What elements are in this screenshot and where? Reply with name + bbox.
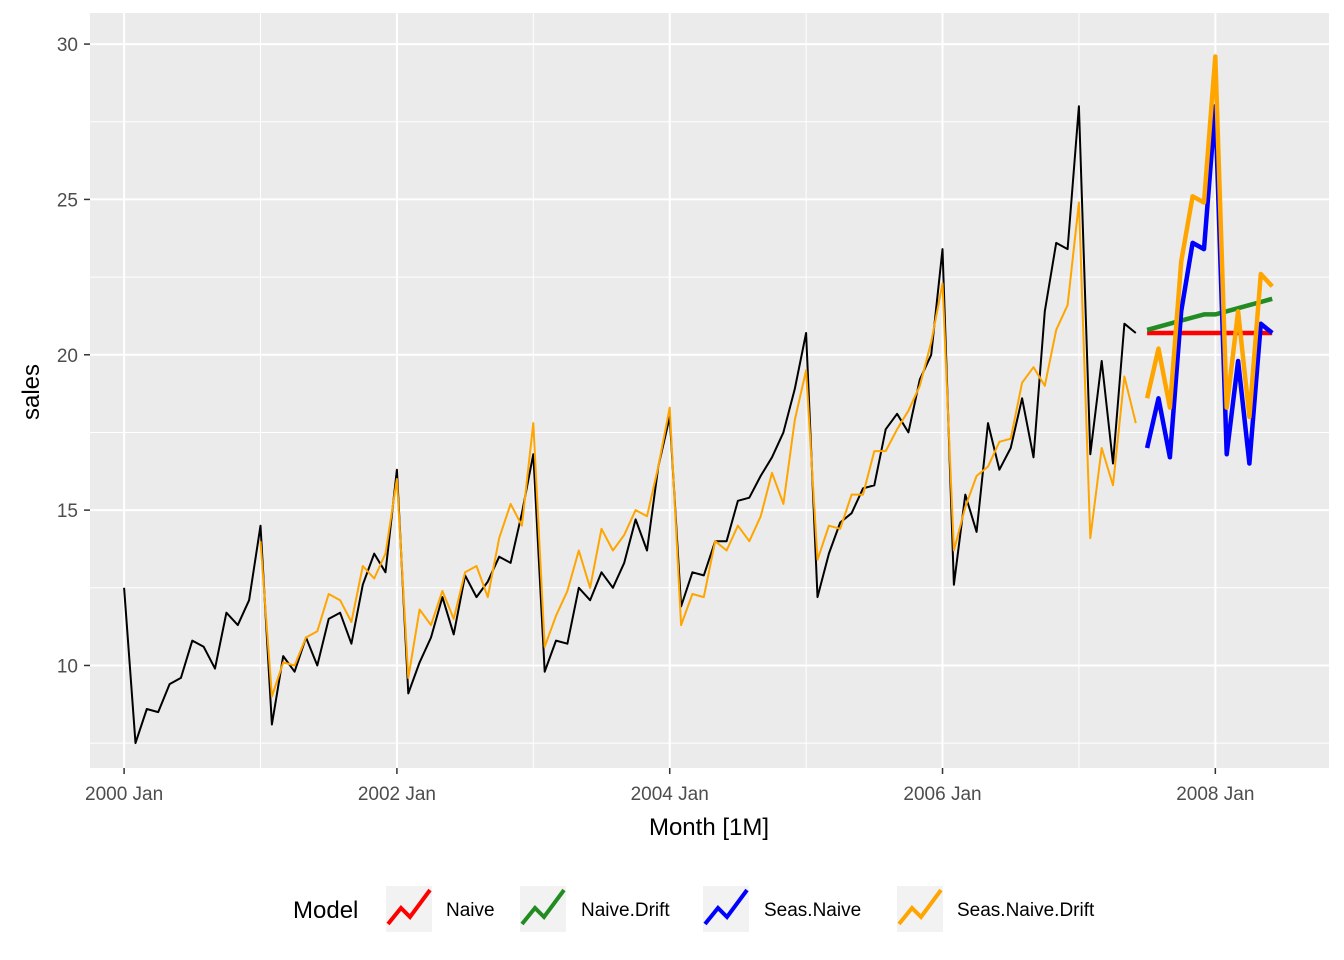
series-layer: [123, 54, 1274, 745]
legend-label-naive-drift: Naive.Drift: [581, 900, 670, 921]
y-tick-label: 20: [57, 346, 78, 367]
series-line-forecast-naive-drift: [1146, 296, 1273, 333]
grid-major: [90, 13, 1329, 768]
x-tick-label: 2004 Jan: [631, 784, 709, 805]
y-axis: 10 15 20 25 30: [57, 35, 90, 677]
legend-swatch-naive: [386, 888, 432, 926]
x-tick-label: 2006 Jan: [903, 784, 981, 805]
legend-swatch-naive-drift: [520, 888, 566, 926]
y-tick-label: 25: [57, 190, 78, 211]
y-tick-label: 30: [57, 35, 78, 56]
x-tick-label: 2000 Jan: [85, 784, 163, 805]
series-line-forecast-seas-naive-drift: [1144, 54, 1274, 420]
series-line-fitted-seas-naive-drift: [259, 201, 1137, 698]
y-tick-label: 15: [57, 501, 78, 522]
x-axis-title: Month [1M]: [649, 814, 769, 841]
legend-key-naive-drift: [520, 886, 566, 932]
y-tick-label: 10: [57, 656, 78, 677]
x-tick-label: 2008 Jan: [1176, 784, 1254, 805]
x-axis: 2000 Jan 2002 Jan 2004 Jan 2006 Jan 2008 Jan: [85, 768, 1254, 805]
legend-key-seas-naive: [703, 886, 749, 932]
legend-swatch-seas-naive-drift: [897, 888, 943, 926]
legend-key-naive: [386, 886, 432, 932]
legend: Model Naive Naive.Drift Seas.Naive Seas.…: [293, 886, 1095, 932]
series-line-forecast-seas-naive: [1144, 103, 1274, 466]
legend-swatch-seas-naive: [703, 888, 749, 926]
legend-label-seas-naive-drift: Seas.Naive.Drift: [957, 900, 1095, 921]
x-tick-label: 2002 Jan: [358, 784, 436, 805]
grid-minor: [90, 13, 1329, 768]
y-axis-title: sales: [18, 364, 45, 420]
legend-label-naive: Naive: [446, 900, 495, 921]
legend-title: Model: [293, 897, 358, 924]
plot-background: [90, 13, 1329, 768]
legend-key-seas-naive-drift: [897, 886, 943, 932]
legend-label-seas-naive: Seas.Naive: [764, 900, 861, 921]
